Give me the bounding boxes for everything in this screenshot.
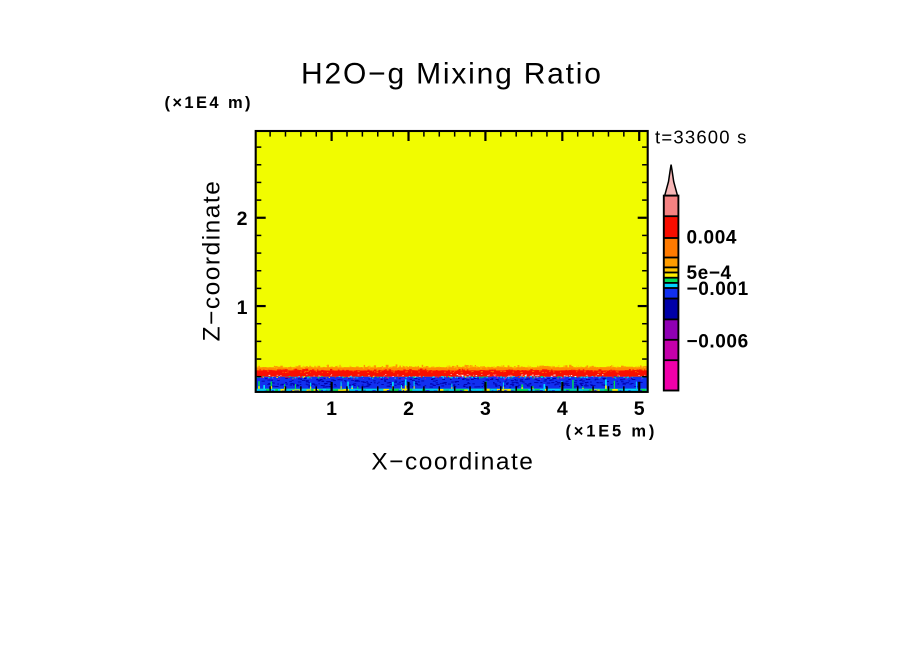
- svg-text:(×1E5 m): (×1E5 m): [566, 423, 658, 441]
- svg-text:5: 5: [634, 398, 645, 420]
- svg-text:1: 1: [237, 297, 248, 319]
- svg-text:0.004: 0.004: [687, 228, 738, 249]
- svg-text:−0.006: −0.006: [687, 331, 749, 352]
- svg-text:t=33600 s: t=33600 s: [655, 127, 748, 148]
- svg-text:−0.001: −0.001: [687, 279, 749, 300]
- svg-text:3: 3: [480, 398, 491, 420]
- svg-text:Z−coordinate: Z−coordinate: [199, 180, 226, 342]
- svg-text:X−coordinate: X−coordinate: [371, 449, 534, 476]
- svg-text:5e−4: 5e−4: [687, 263, 732, 284]
- svg-text:1: 1: [326, 398, 337, 420]
- svg-text:(×1E4 m): (×1E4 m): [165, 94, 253, 112]
- svg-text:4: 4: [557, 398, 568, 420]
- svg-text:2: 2: [237, 208, 248, 230]
- svg-text:2: 2: [403, 398, 414, 420]
- svg-text:H2O−g Mixing Ratio: H2O−g Mixing Ratio: [301, 58, 603, 91]
